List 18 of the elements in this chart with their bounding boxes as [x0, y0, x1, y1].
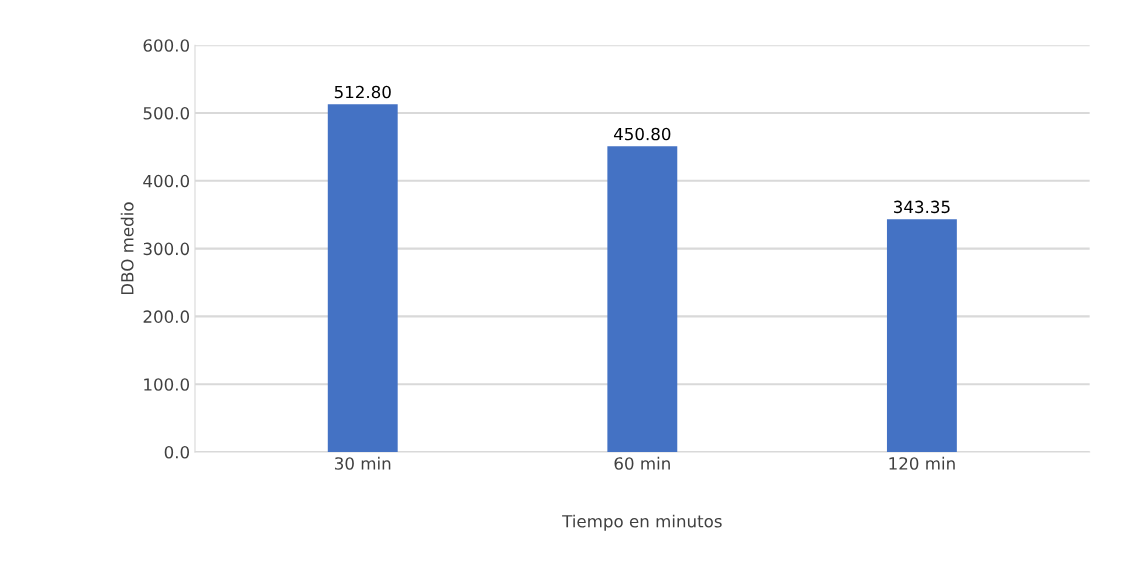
bar — [327, 104, 398, 452]
data-label: 512.80 — [334, 85, 391, 99]
bar — [886, 219, 957, 452]
y-tick-label: 200.0 — [143, 310, 190, 323]
y-axis-title: DBO medio — [120, 202, 134, 295]
data-label: 343.35 — [894, 200, 950, 214]
data-label: 450.80 — [613, 127, 671, 141]
y-tick-label: 600.0 — [143, 39, 190, 52]
y-tick-label: 100.0 — [144, 378, 190, 391]
y-tick-label: 300.0 — [143, 242, 190, 256]
y-tick-label: 400.0 — [143, 174, 190, 188]
x-tick-label: 120 min — [889, 456, 955, 470]
bar — [607, 146, 678, 452]
x-tick-label: 30 min — [335, 456, 391, 470]
y-tick-label: 0.0 — [164, 445, 190, 459]
y-tick-label: 500.0 — [143, 106, 190, 120]
x-axis-title: Tiempo en minutos — [562, 514, 722, 531]
x-tick-label: 60 min — [614, 456, 670, 470]
